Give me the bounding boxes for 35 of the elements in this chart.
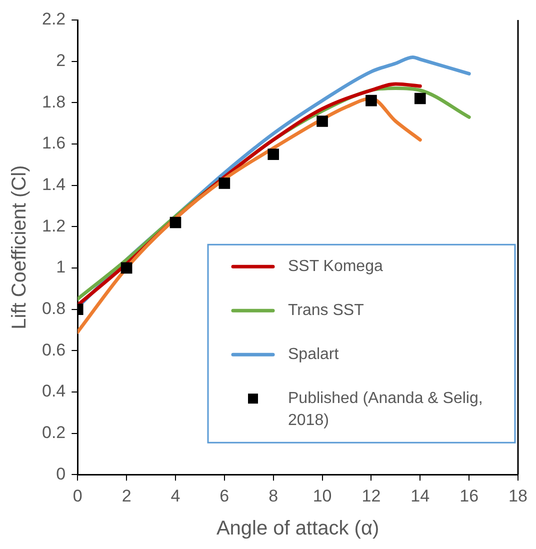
y-tick-label: 0.8 [42,298,66,318]
point [366,94,377,106]
y-tick-label: 1 [56,258,66,277]
y-axis-title: Lift Coefficient (Cl) [8,165,31,330]
x-axis-title: Angle of attack (α) [216,518,380,540]
point [170,216,182,228]
legend-label: Spalart [288,346,340,364]
point [120,262,132,274]
y-tick-label: 0.4 [42,382,66,401]
y-tick-label: 1.4 [42,174,66,194]
x-tick-label: 4 [170,486,180,506]
y-tick-label: 1.8 [42,92,66,112]
point [218,178,230,189]
y-tick-label: 0 [56,464,66,484]
y-tick-label: 2 [56,51,66,70]
x-tick-label: 12 [362,486,381,506]
y-tick-label: 2.2 [42,10,66,29]
x-tick-label: 10 [312,486,332,506]
legend-label: Trans SST [288,302,364,320]
y-tick-label: 0.6 [42,340,66,360]
point [414,92,426,104]
x-tick-label: 2 [122,486,132,506]
x-tick-label: 0 [72,486,82,506]
legend-label: SST Komega [288,258,383,276]
x-tick-label: 14 [410,486,430,506]
y-tick-label: 0.2 [42,422,66,442]
legend-label: Published (Ananda & Selig, 2018) [288,390,483,430]
y-tick-label: 1.6 [42,134,66,153]
point [268,148,280,160]
x-tick-label: 18 [508,486,528,506]
x-tick-label: 16 [460,486,479,506]
point [316,116,328,127]
x-tick-label: 8 [268,486,278,506]
y-tick-label: 1.2 [42,216,66,236]
x-tick-label: 6 [220,486,230,506]
